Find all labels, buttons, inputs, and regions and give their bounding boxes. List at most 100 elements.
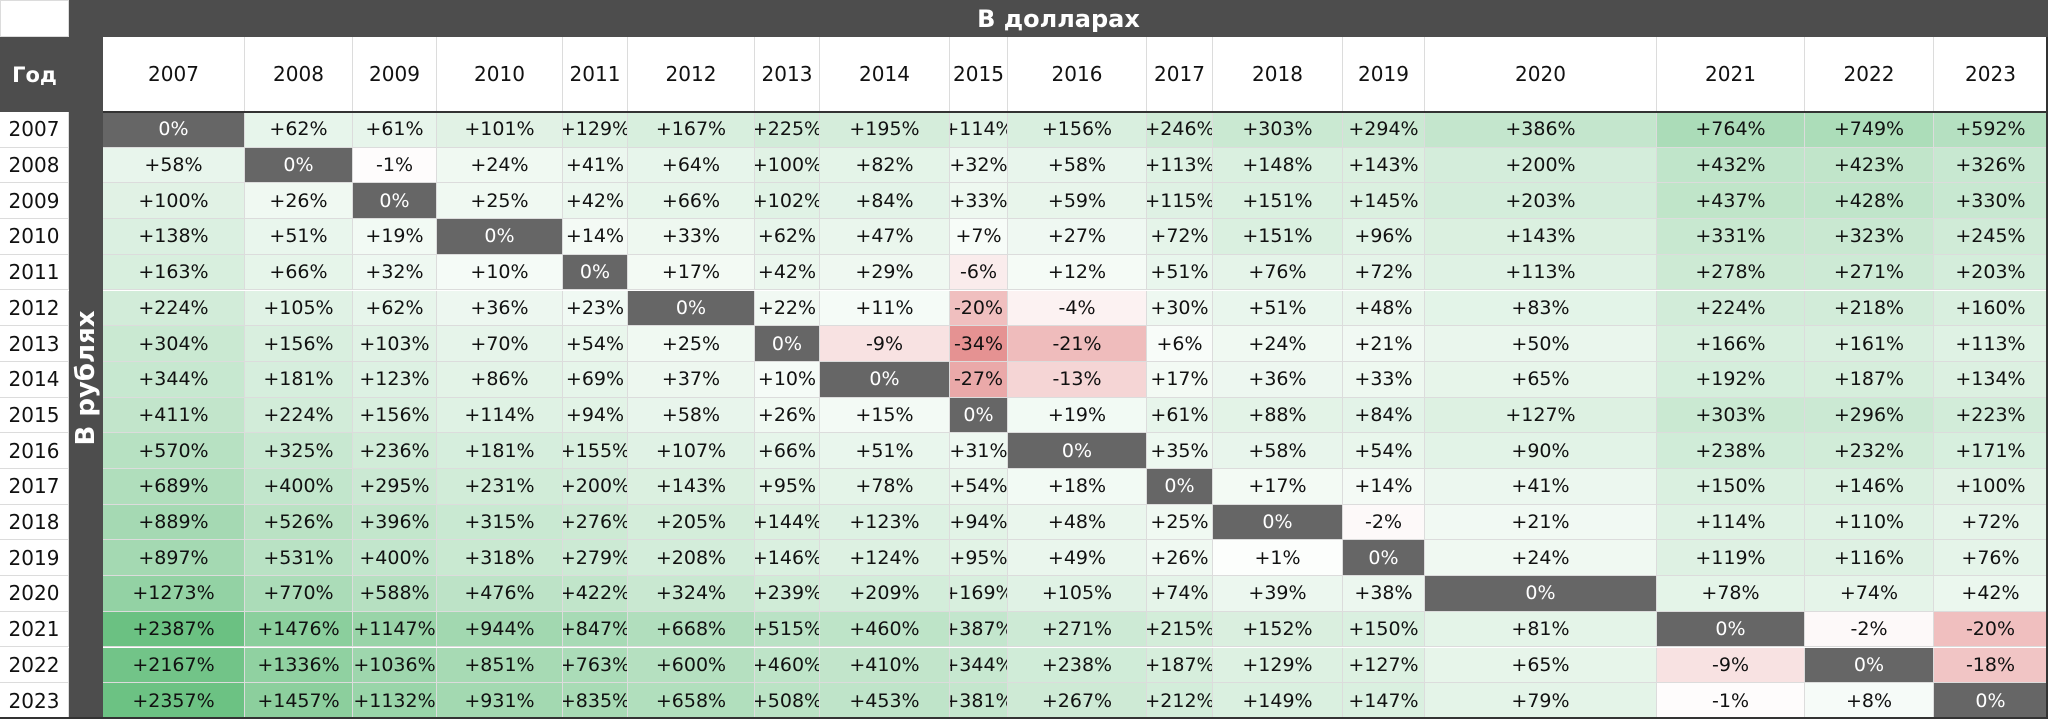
table-cell: +113% — [1425, 254, 1657, 291]
table-cell: +42% — [563, 183, 628, 220]
table-cell: +138% — [103, 219, 245, 255]
table-cell: +2357% — [103, 683, 245, 719]
table-cell: +531% — [245, 540, 353, 577]
table-cell: +238% — [1657, 433, 1805, 469]
row-header-2021: 2021 — [0, 611, 69, 648]
table-cell: +124% — [820, 540, 950, 577]
table-cell: +749% — [1805, 112, 1934, 148]
table-cell: 0% — [755, 326, 820, 362]
table-cell: +105% — [245, 290, 353, 327]
table-cell: +437% — [1657, 183, 1805, 220]
table-cell: +123% — [820, 504, 950, 541]
row-header-2010: 2010 — [0, 219, 69, 255]
table-cell: +50% — [1425, 326, 1657, 362]
table-cell: +326% — [1934, 147, 2048, 184]
table-cell: +78% — [820, 469, 950, 505]
table-cell: +851% — [437, 647, 563, 684]
table-cell: +54% — [950, 469, 1008, 505]
table-cell: 0% — [437, 219, 563, 255]
row-header-2009: 2009 — [0, 183, 69, 220]
column-header-2007: 2007 — [103, 37, 245, 112]
table-cell: +21% — [1343, 326, 1425, 362]
table-cell: +145% — [1343, 183, 1425, 220]
table-cell: +143% — [628, 469, 755, 505]
table-cell: +381% — [950, 683, 1008, 719]
row-header-2011: 2011 — [0, 254, 69, 291]
table-cell: +62% — [353, 290, 437, 327]
table-cell: +82% — [820, 147, 950, 184]
table-cell: +38% — [1343, 576, 1425, 612]
row-header-2020: 2020 — [0, 576, 69, 612]
row-header-2018: 2018 — [0, 504, 69, 541]
table-cell: -18% — [1934, 647, 2048, 684]
table-cell: +103% — [353, 326, 437, 362]
table-cell: +65% — [1425, 647, 1657, 684]
row-header-2008: 2008 — [0, 147, 69, 184]
table-cell: +223% — [1934, 397, 2048, 434]
table-cell: 0% — [245, 147, 353, 184]
table-cell: +271% — [1008, 611, 1147, 648]
table-cell: +592% — [1934, 112, 2048, 148]
table-cell: +35% — [1147, 433, 1213, 469]
table-cell: +432% — [1657, 147, 1805, 184]
table-cell: +15% — [820, 397, 950, 434]
table-cell: -20% — [950, 290, 1008, 327]
table-cell: -21% — [1008, 326, 1147, 362]
table-cell: +668% — [628, 611, 755, 648]
table-cell: +94% — [950, 504, 1008, 541]
header-divider — [103, 111, 2048, 113]
table-cell: +600% — [628, 647, 755, 684]
table-cell: -34% — [950, 326, 1008, 362]
table-cell: +107% — [628, 433, 755, 469]
table-cell: +123% — [353, 361, 437, 398]
table-cell: +37% — [628, 361, 755, 398]
table-cell: +171% — [1934, 433, 2048, 469]
table-cell: +770% — [245, 576, 353, 612]
table-cell: +209% — [820, 576, 950, 612]
table-cell: -27% — [950, 361, 1008, 398]
table-cell: +32% — [950, 147, 1008, 184]
table-cell: -9% — [820, 326, 950, 362]
table-cell: 0% — [1425, 576, 1657, 612]
table-cell: +325% — [245, 433, 353, 469]
table-cell: +95% — [755, 469, 820, 505]
column-header-2012: 2012 — [628, 37, 755, 112]
table-cell: +411% — [103, 397, 245, 434]
table-cell: +460% — [755, 647, 820, 684]
table-cell: +41% — [563, 147, 628, 184]
table-cell: +81% — [1425, 611, 1657, 648]
table-cell: +889% — [103, 504, 245, 541]
table-cell: +36% — [437, 290, 563, 327]
column-header-2008: 2008 — [245, 37, 353, 112]
table-cell: +70% — [437, 326, 563, 362]
table-cell: +24% — [1213, 326, 1343, 362]
table-cell: +225% — [755, 112, 820, 148]
table-cell: +151% — [1213, 183, 1343, 220]
table-cell: +279% — [563, 540, 628, 577]
table-cell: +423% — [1805, 147, 1934, 184]
table-cell: +897% — [103, 540, 245, 577]
table-cell: +64% — [628, 147, 755, 184]
table-cell: +32% — [353, 254, 437, 291]
table-cell: +215% — [1147, 611, 1213, 648]
table-cell: +181% — [245, 361, 353, 398]
table-cell: +66% — [245, 254, 353, 291]
table-cell: +59% — [1008, 183, 1147, 220]
table-cell: +62% — [245, 112, 353, 148]
column-header-2017: 2017 — [1147, 37, 1213, 112]
table-cell: +396% — [353, 504, 437, 541]
table-cell: +238% — [1008, 647, 1147, 684]
table-cell: +400% — [353, 540, 437, 577]
table-cell: +58% — [628, 397, 755, 434]
row-header-2007: 2007 — [0, 112, 69, 148]
table-cell: +224% — [103, 290, 245, 327]
table-cell: +303% — [1213, 112, 1343, 148]
table-cell: +66% — [628, 183, 755, 220]
table-cell: +143% — [1425, 219, 1657, 255]
table-cell: -2% — [1805, 611, 1934, 648]
table-cell: 0% — [1805, 647, 1934, 684]
table-cell: +410% — [820, 647, 950, 684]
table-cell: +526% — [245, 504, 353, 541]
row-header-2015: 2015 — [0, 397, 69, 434]
